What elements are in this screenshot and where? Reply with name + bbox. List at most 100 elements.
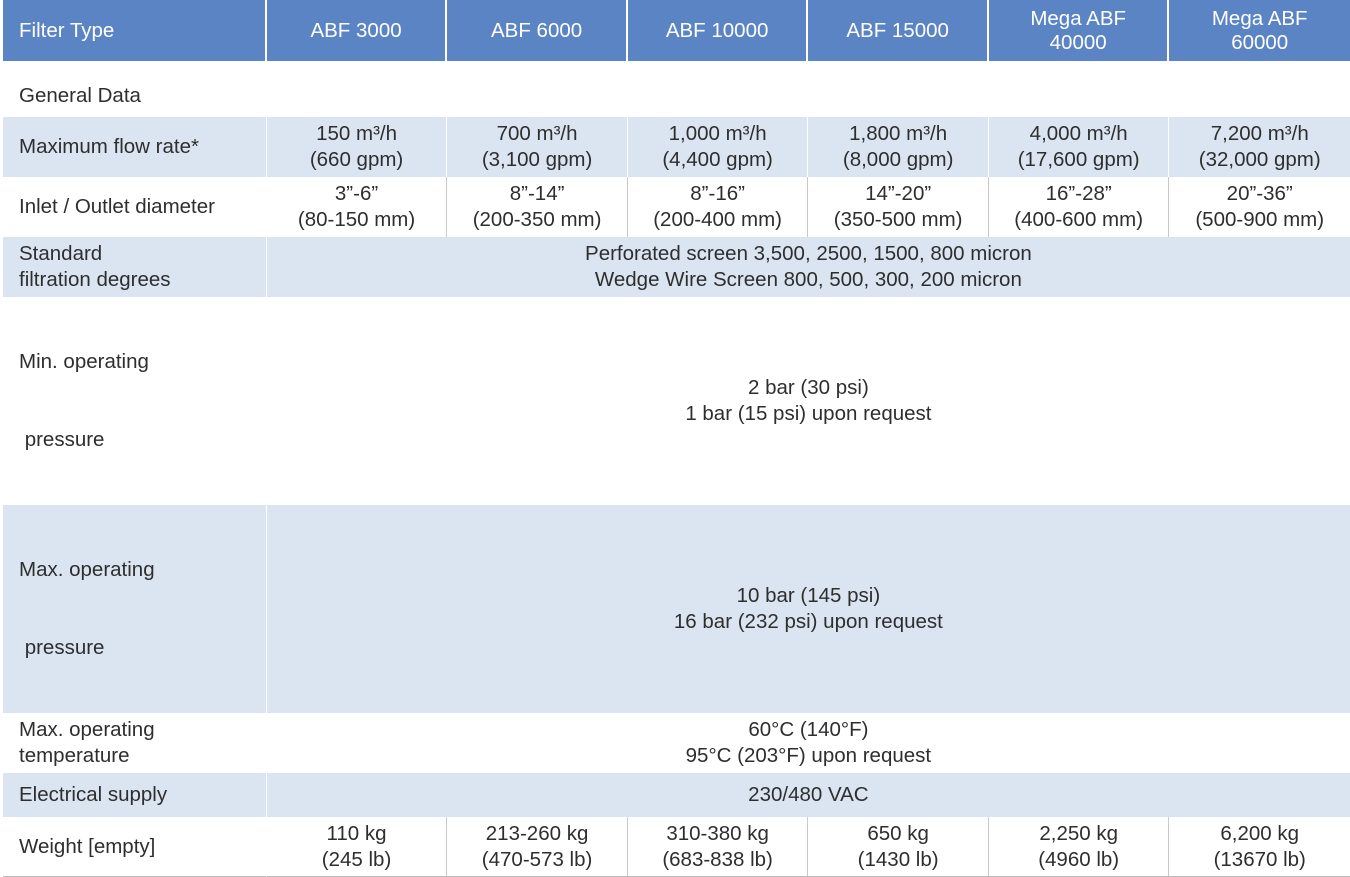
row-standard-filtration: Standard filtration degrees Perforated s… <box>3 237 1350 297</box>
flow-rate-cell-line: 150 m³/h <box>316 122 397 145</box>
diameter-cell-line: 20”-36” <box>1226 182 1293 205</box>
flow-rate-cell: 4,000 m³/h (17,600 gpm) <box>988 117 1170 177</box>
flow-rate-cell: 150 m³/h (660 gpm) <box>266 117 448 177</box>
weight-cell-line: (1430 lb) <box>857 847 939 871</box>
weight-cell-line: (13670 lb) <box>1213 847 1306 871</box>
value-line: 95°C (203°F) upon request <box>685 744 932 767</box>
flow-rate-cell: 1,800 m³/h (8,000 gpm) <box>808 117 989 177</box>
diameter-cell-line: (400-600 mm) <box>1014 208 1144 231</box>
label-line: pressure <box>19 428 105 451</box>
weight-cell: 213-260 kg (470-573 lb) <box>447 817 628 877</box>
weight-cell-line: 110 kg <box>326 821 387 845</box>
model-header-line: ABF 10000 <box>665 18 769 42</box>
weight-cell-line: 6,200 kg <box>1220 821 1300 845</box>
flow-rate-cell: 1,000 m³/h (4,400 gpm) <box>627 117 809 177</box>
label-min-operating-pressure: Min. operating pressure <box>3 297 267 505</box>
row-inlet-outlet-diameter: Inlet / Outlet diameter 3”-6” (80-150 mm)… <box>3 177 1350 237</box>
row-electrical-supply: Electrical supply 230/480 VAC <box>3 773 1350 817</box>
model-header-line: 60000 <box>1231 30 1289 54</box>
label-max-operating-pressure: Max. operating pressure <box>3 505 267 713</box>
label-line: pressure <box>19 636 105 659</box>
label-line: Max. operating <box>19 718 155 741</box>
model-header-line: 40000 <box>1049 30 1107 54</box>
weight-cell: 110 kg (245 lb) <box>266 817 448 877</box>
flow-rate-cell-line: (4,400 gpm) <box>662 148 773 171</box>
model-header-line: ABF 15000 <box>846 18 949 42</box>
value-line: 2 bar (30 psi) <box>748 376 869 399</box>
diameter-cell-line: (350-500 mm) <box>833 208 963 231</box>
flow-rate-cell-line: 7,200 m³/h <box>1210 122 1309 145</box>
flow-rate-cell-line: 1,800 m³/h <box>849 122 948 145</box>
value-electrical-supply: 230/480 VAC <box>266 773 1350 817</box>
weight-cell-line: 213-260 kg <box>485 821 589 845</box>
value-standard-filtration: Perforated screen 3,500, 2500, 1500, 800… <box>266 237 1350 297</box>
diameter-cell-line: 8”-14” <box>509 182 565 205</box>
filter-specs-table: Filter Type ABF 3000 ABF 6000 ABF 10000 ABF… <box>3 0 1350 877</box>
diameter-cell: 20”-36” (500-900 mm) <box>1169 177 1350 237</box>
diameter-cell: 3”-6” (80-150 mm) <box>266 177 448 237</box>
diameter-cell-line: (80-150 mm) <box>297 208 416 231</box>
flow-rate-cell: 700 m³/h (3,100 gpm) <box>447 117 628 177</box>
diameter-cell-line: 3”-6” <box>334 182 379 205</box>
weight-cell-line: 2,250 kg <box>1039 821 1118 845</box>
label-weight-empty: Weight [empty] <box>3 817 267 877</box>
weight-cell-line: (683-838 lb) <box>662 847 773 871</box>
model-header: Mega ABF 40000 <box>988 0 1170 61</box>
diameter-cell-line: (200-350 mm) <box>472 208 602 231</box>
label-line: Standard <box>19 242 103 265</box>
row-min-operating-pressure: Min. operating pressure 2 bar (30 psi) 1… <box>3 297 1350 505</box>
value-line: Wedge Wire Screen 800, 500, 300, 200 mic… <box>594 268 1022 291</box>
filter-type-header: Filter Type <box>3 0 267 61</box>
flow-rate-cell-line: (32,000 gpm) <box>1198 148 1321 171</box>
value-min-operating-pressure: 2 bar (30 psi) 1 bar (15 psi) upon reque… <box>266 297 1350 505</box>
diameter-cell-line: (500-900 mm) <box>1195 208 1325 231</box>
value-line: 1 bar (15 psi) upon request <box>685 402 932 425</box>
model-header-line: Mega ABF <box>1211 6 1308 30</box>
weight-cell: 310-380 kg (683-838 lb) <box>627 817 809 877</box>
weight-cell-line: (470-573 lb) <box>481 847 593 871</box>
row-maximum-flow-rate: Maximum flow rate* 150 m³/h (660 gpm) 700 … <box>3 117 1350 177</box>
model-header: ABF 10000 <box>627 0 809 61</box>
model-header: ABF 6000 <box>447 0 628 61</box>
value-line: 16 bar (232 psi) upon request <box>673 610 943 633</box>
diameter-cell-line: 14”-20” <box>865 182 932 205</box>
diameter-cell-line: (200-400 mm) <box>653 208 782 231</box>
label-maximum-flow-rate: Maximum flow rate* <box>3 117 267 177</box>
label-line: Max. operating <box>19 558 155 581</box>
diameter-cell: 14”-20” (350-500 mm) <box>808 177 989 237</box>
model-header: Mega ABF 60000 <box>1169 0 1350 61</box>
flow-rate-cell-line: (17,600 gpm) <box>1017 148 1140 171</box>
row-max-operating-temperature: Max. operating temperature 60°C (140°F) … <box>3 713 1350 773</box>
diameter-cell: 8”-14” (200-350 mm) <box>447 177 628 237</box>
weight-cell-line: 650 kg <box>867 821 929 845</box>
diameter-cell-line: 16”-28” <box>1045 182 1112 205</box>
flow-rate-cell-line: (3,100 gpm) <box>481 148 593 171</box>
label-standard-filtration: Standard filtration degrees <box>3 237 267 297</box>
section-row: General Data <box>3 61 1350 117</box>
label-line: filtration degrees <box>19 268 171 291</box>
label-line: temperature <box>19 744 130 767</box>
value-max-operating-temperature: 60°C (140°F) 95°C (203°F) upon request <box>266 713 1350 773</box>
flow-rate-cell-line: 1,000 m³/h <box>668 122 767 145</box>
row-max-operating-pressure: Max. operating pressure 10 bar (145 psi)… <box>3 505 1350 713</box>
weight-cell-line: (245 lb) <box>321 847 392 871</box>
diameter-cell: 8”-16” (200-400 mm) <box>627 177 809 237</box>
model-header: ABF 3000 <box>266 0 448 61</box>
model-header-line: ABF 3000 <box>310 18 402 42</box>
label-inlet-outlet-diameter: Inlet / Outlet diameter <box>3 177 267 237</box>
value-line: 60°C (140°F) <box>748 718 869 741</box>
row-weight-empty: Weight [empty] 110 kg (245 lb) 213-260 kg(… <box>3 817 1350 877</box>
value-line: 10 bar (145 psi) <box>736 584 881 607</box>
header-row: Filter Type ABF 3000 ABF 6000 ABF 10000 ABF… <box>3 0 1350 61</box>
label-electrical-supply: Electrical supply <box>3 773 267 817</box>
model-header-line: Mega ABF <box>1030 6 1127 30</box>
flow-rate-cell-line: 700 m³/h <box>496 122 578 145</box>
flow-rate-cell-line: (660 gpm) <box>309 148 404 171</box>
flow-rate-cell-line: (8,000 gpm) <box>842 148 954 171</box>
weight-cell: 6,200 kg (13670 lb) <box>1169 817 1350 877</box>
section-title-general-data: General Data <box>19 84 141 107</box>
flow-rate-cell: 7,200 m³/h (32,000 gpm) <box>1169 117 1350 177</box>
model-header-line: ABF 6000 <box>490 18 583 42</box>
label-line: Min. operating <box>19 350 149 373</box>
weight-cell-line: (4960 lb) <box>1038 847 1120 871</box>
